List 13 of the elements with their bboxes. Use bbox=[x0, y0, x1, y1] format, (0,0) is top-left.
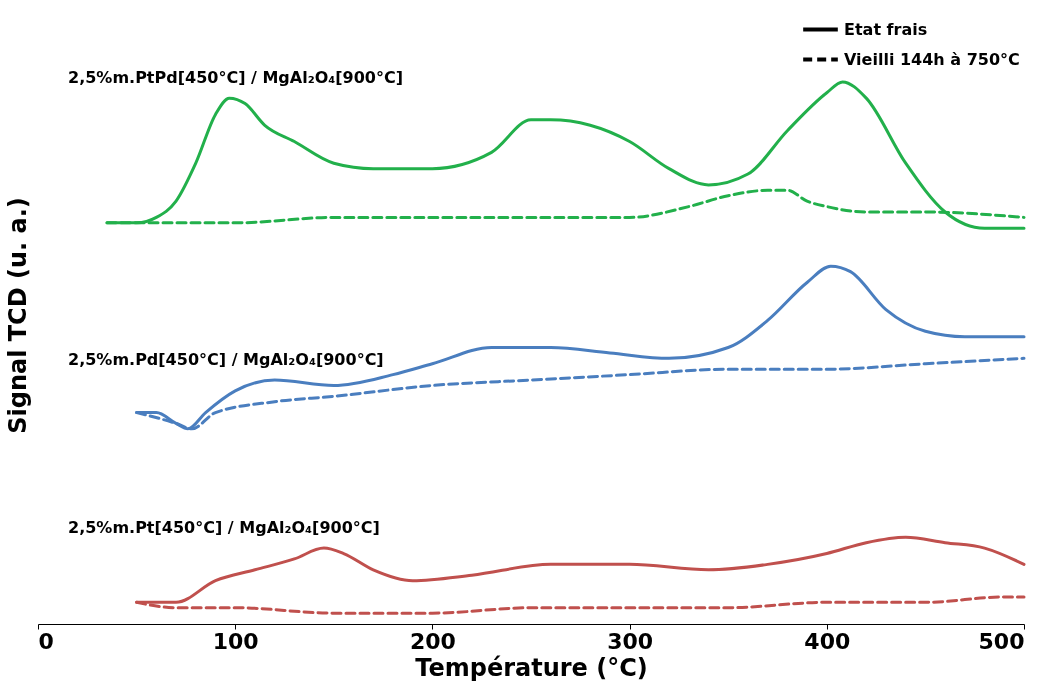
annotation: 2,5%m.Pt[450°C] / MgAl₂O₄[900°C] bbox=[68, 518, 380, 538]
annotation: 2,5%m.Pd[450°C] / MgAl₂O₄[900°C] bbox=[68, 350, 384, 370]
text: Vieilli 144h à 750°C bbox=[844, 49, 1020, 69]
x-tick-label: 400 bbox=[804, 628, 851, 654]
x-tick-label: 300 bbox=[607, 628, 654, 654]
annotation: 2,5%m.PtPd[450°C] / MgAl₂O₄[900°C] bbox=[68, 68, 404, 88]
y-axis-title: Signal TCD (u. a.) bbox=[3, 197, 32, 434]
x-tick-label: 500 bbox=[978, 628, 1025, 654]
x-axis-title: Température (°C) bbox=[415, 653, 648, 682]
x-tick-label: 0 bbox=[38, 628, 54, 654]
x-tick-label: 100 bbox=[212, 628, 259, 654]
text: Etat frais bbox=[844, 19, 928, 39]
x-tick-label: 200 bbox=[409, 628, 456, 654]
